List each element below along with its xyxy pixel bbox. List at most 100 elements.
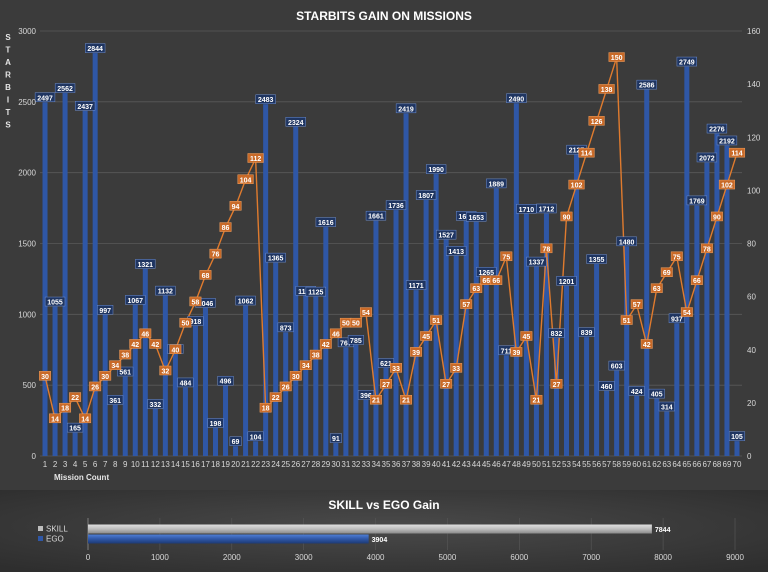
svg-text:54: 54 — [683, 310, 691, 317]
bar — [463, 220, 469, 456]
x-tick-label: 40 — [432, 460, 441, 469]
bar — [263, 104, 269, 456]
svg-text:396: 396 — [360, 393, 372, 400]
bar — [634, 395, 640, 456]
bar-value-label: 2072 — [696, 152, 718, 162]
skill-x-tick-label: 6000 — [510, 553, 528, 562]
svg-text:22: 22 — [272, 395, 280, 402]
line-value-label: 76 — [209, 248, 222, 259]
y-tick-label: 2500 — [18, 98, 36, 107]
x-tick-label: 2 — [53, 460, 58, 469]
y-tick-label: 1000 — [18, 310, 36, 319]
y-axis-title-letter: S — [5, 33, 11, 42]
line-value-label: 42 — [640, 339, 653, 349]
x-tick-label: 32 — [351, 460, 360, 469]
line-value-label: 150 — [608, 52, 625, 62]
svg-text:18: 18 — [61, 406, 69, 413]
x-tick-label: 70 — [733, 460, 742, 469]
x-tick-label: 39 — [422, 460, 431, 469]
svg-text:58: 58 — [192, 299, 200, 306]
line-value-label: 39 — [510, 347, 523, 357]
bar-value-label: 785 — [347, 335, 364, 345]
left-y-ticks: 0 500 1000 1500 2000 2500 3000 — [18, 27, 36, 461]
svg-text:839: 839 — [581, 330, 593, 337]
svg-text:50: 50 — [182, 321, 190, 328]
svg-text:46: 46 — [332, 331, 340, 338]
svg-text:51: 51 — [432, 318, 440, 325]
y-axis-title-letter: T — [6, 108, 11, 117]
bar-value-label: 105 — [728, 431, 746, 441]
bar — [644, 89, 650, 457]
x-tick-label: 54 — [572, 460, 581, 469]
line-value-label: 32 — [159, 365, 172, 376]
svg-text:102: 102 — [721, 183, 733, 190]
svg-text:63: 63 — [653, 286, 661, 293]
x-tick-label: 4 — [73, 460, 78, 469]
bar — [694, 205, 700, 456]
bar — [42, 102, 48, 456]
line-value-label: 21 — [530, 394, 543, 405]
bar — [563, 285, 570, 456]
svg-text:51: 51 — [623, 318, 631, 325]
bar-value-label: 1355 — [586, 254, 607, 264]
line-value-label: 46 — [329, 328, 342, 338]
bar — [453, 255, 459, 456]
bar — [212, 427, 219, 456]
bar-value-label: 484 — [177, 377, 194, 387]
bar-value-label: 832 — [548, 328, 565, 338]
svg-text:46: 46 — [141, 331, 149, 338]
svg-text:2586: 2586 — [639, 83, 655, 90]
y-axis-title-letter: I — [7, 96, 9, 105]
x-tick-label: 8 — [113, 460, 118, 469]
x-tick-label: 29 — [321, 460, 330, 469]
svg-text:2072: 2072 — [699, 155, 715, 162]
skill-ego-value-labels: 7844 3904 — [372, 527, 671, 544]
bar — [72, 432, 78, 456]
bar — [513, 103, 519, 456]
bar-value-label: 1616 — [315, 217, 336, 227]
svg-text:104: 104 — [250, 434, 262, 441]
svg-text:1990: 1990 — [428, 167, 444, 174]
x-tick-label: 17 — [201, 460, 210, 469]
svg-text:785: 785 — [350, 338, 362, 345]
bar — [253, 441, 259, 456]
y-tick-label: 2000 — [18, 169, 36, 178]
svg-text:21: 21 — [402, 398, 410, 405]
line-value-label: 50 — [339, 317, 352, 328]
bar — [413, 290, 419, 456]
svg-text:1321: 1321 — [138, 262, 154, 269]
x-tick-label: 23 — [261, 460, 270, 469]
svg-text:1712: 1712 — [539, 206, 555, 213]
skill-x-tick-label: 0 — [86, 553, 91, 562]
bar — [594, 264, 600, 456]
svg-text:198: 198 — [210, 421, 222, 428]
svg-text:1710: 1710 — [519, 207, 535, 214]
line-value-label: 78 — [540, 243, 553, 253]
x-tick-label: 49 — [522, 460, 531, 469]
x-tick-label: 67 — [702, 460, 711, 469]
bar — [614, 370, 620, 456]
x-tick-label: 62 — [652, 460, 661, 469]
x-tick-label: 28 — [311, 460, 320, 469]
bar-value-label: 1132 — [155, 285, 176, 296]
svg-text:69: 69 — [232, 439, 240, 446]
bar — [423, 200, 429, 456]
x-tick-label: 60 — [632, 460, 641, 469]
svg-text:126: 126 — [591, 119, 603, 126]
svg-text:484: 484 — [180, 380, 192, 387]
line-value-label: 27 — [550, 379, 563, 389]
line-value-label: 69 — [660, 267, 673, 277]
svg-text:54: 54 — [362, 310, 370, 317]
bar — [233, 446, 239, 456]
bar-value-label: 2490 — [506, 93, 527, 103]
svg-text:1062: 1062 — [238, 299, 254, 306]
svg-text:38: 38 — [312, 353, 320, 360]
svg-text:138: 138 — [601, 87, 613, 94]
bar — [102, 314, 108, 456]
x-tick-label: 27 — [301, 460, 310, 469]
bar — [714, 133, 720, 457]
svg-text:114: 114 — [581, 151, 592, 158]
bar — [393, 210, 399, 456]
svg-text:76: 76 — [212, 252, 220, 259]
svg-text:2437: 2437 — [77, 104, 93, 111]
